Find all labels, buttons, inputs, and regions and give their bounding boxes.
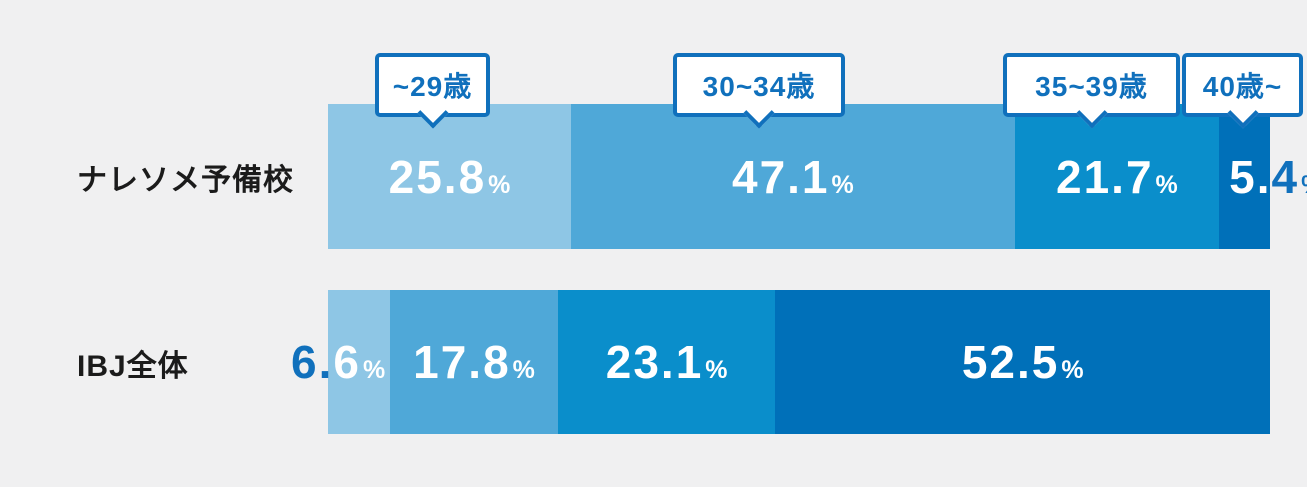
segment-value-number: 25.8 — [388, 150, 487, 203]
segment-value-number: 21.7 — [1056, 150, 1154, 203]
row-label-naresome: ナレソメ予備校 — [77, 163, 294, 197]
segment-value: 6.6% — [291, 339, 385, 385]
row-label-ibj: IBJ全体 — [77, 349, 189, 383]
percent-sign: % — [488, 170, 511, 199]
percent-sign: % — [1155, 170, 1178, 199]
segment-value-number: 52.5 — [961, 336, 1060, 388]
bar-segment: 17.8% — [390, 290, 558, 434]
segment-value-number: 47.1 — [731, 150, 830, 203]
bar-segment: 25.8% — [328, 104, 572, 249]
bar-segment: 52.5% — [775, 290, 1270, 434]
callout-40-plus: 40歳~ — [1182, 53, 1303, 117]
callout-35-39: 35~39歳 — [1003, 53, 1180, 117]
bar-segment: 6.6% — [328, 290, 391, 434]
callout-under-29-label: ~29歳 — [392, 71, 473, 102]
segment-value-number: 5.4 — [1229, 150, 1300, 203]
callout-under-29: ~29歳 — [375, 53, 490, 117]
segment-value: 52.5% — [962, 339, 1084, 385]
segment-value-number: 6.6 — [290, 336, 361, 388]
bar-naresome: 25.8%47.1%21.7%5.4% — [328, 104, 1270, 249]
bar-segment: 47.1% — [571, 104, 1015, 249]
percent-sign: % — [362, 356, 386, 384]
segment-value: 21.7% — [1056, 154, 1178, 200]
segment-value-number: 17.8 — [413, 336, 511, 388]
percent-sign: % — [1301, 171, 1307, 199]
segment-value: 5.4% — [1229, 154, 1307, 200]
percent-sign: % — [705, 356, 728, 384]
bar-segment: 21.7% — [1014, 104, 1220, 249]
callout-30-34-label: 30~34歳 — [702, 71, 816, 102]
callout-40-plus-label: 40歳~ — [1202, 71, 1283, 102]
segment-value: 47.1% — [732, 154, 854, 200]
bar-ibj: 6.6% 17.8% 23.1% 52.5% — [328, 290, 1270, 434]
bar-segment: 23.1% — [557, 290, 776, 434]
segment-value: 17.8% — [413, 339, 535, 385]
segment-value: 23.1% — [606, 339, 728, 385]
callout-35-39-label: 35~39歳 — [1035, 71, 1148, 102]
callout-30-34: 30~34歳 — [673, 53, 845, 117]
segment-value: 25.8% — [389, 154, 511, 200]
percent-sign: % — [831, 170, 854, 199]
segment-value-number: 23.1 — [605, 336, 704, 388]
percent-sign: % — [1061, 356, 1084, 384]
bar-segment: 5.4% — [1219, 104, 1270, 249]
percent-sign: % — [512, 356, 535, 384]
